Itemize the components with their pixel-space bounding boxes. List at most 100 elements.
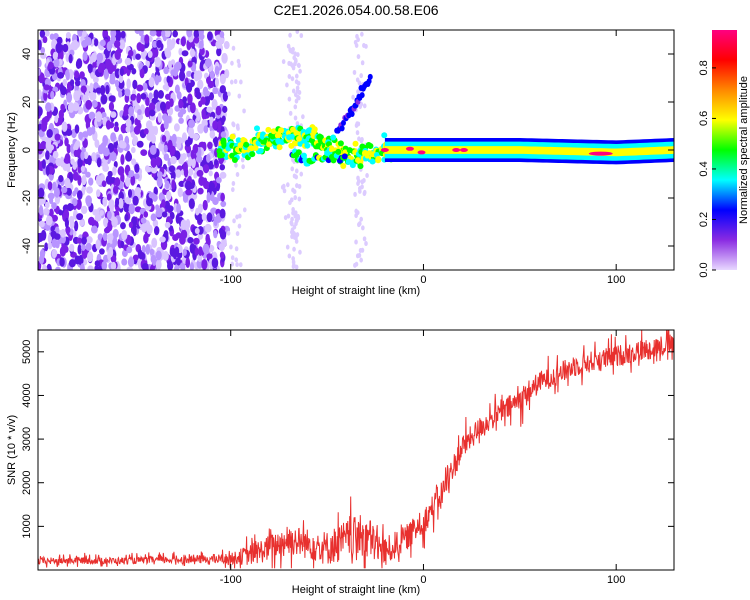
noise-speckle (186, 70, 192, 77)
noise-speckle (91, 225, 98, 234)
spectral-peak (380, 148, 389, 152)
colorbar-tick-label: 0.4 (698, 161, 710, 176)
noise-speckle (82, 94, 88, 102)
noise-speckle (144, 106, 151, 118)
noise-speckle (45, 102, 52, 112)
noise-speckle (112, 236, 118, 248)
noise-speckle (172, 250, 178, 260)
noise-speckle (143, 211, 149, 218)
noise-speckle (60, 228, 66, 238)
noise-speckle (89, 82, 94, 94)
noise-speckle (81, 236, 87, 245)
noise-speckle (128, 49, 134, 57)
spectrogram-xtick-label: 100 (607, 274, 625, 286)
noise-speckle (205, 233, 210, 244)
noise-speckle (149, 248, 155, 256)
noise-speckle (68, 259, 76, 268)
faint-speckle (359, 73, 363, 79)
faint-speckle (289, 197, 294, 203)
noise-speckle (47, 242, 53, 250)
noise-speckle (125, 118, 132, 128)
noise-speckle (47, 181, 53, 191)
noise-speckle (110, 254, 117, 263)
noise-speckle (176, 142, 182, 150)
faint-speckle (226, 230, 231, 236)
carrier-blob (223, 153, 230, 160)
faint-speckle (233, 79, 238, 85)
noise-speckle (90, 52, 97, 63)
faint-speckle (353, 39, 358, 45)
noise-speckle (221, 115, 226, 123)
faint-speckle (362, 236, 367, 242)
noise-speckle (58, 109, 64, 120)
noise-speckle (100, 94, 108, 105)
noise-speckle (64, 137, 69, 147)
noise-speckle (154, 56, 162, 68)
faint-speckle (234, 246, 239, 252)
faint-speckle (293, 115, 298, 121)
faint-speckle (360, 60, 365, 66)
noise-speckle (136, 114, 144, 121)
faint-speckle (282, 188, 287, 194)
noise-speckle (82, 30, 87, 38)
noise-speckle (163, 144, 168, 153)
noise-speckle (184, 180, 192, 191)
noise-speckle (72, 190, 77, 197)
noise-speckle (117, 167, 124, 175)
noise-speckle (100, 84, 106, 96)
carrier-blob (231, 157, 238, 164)
faint-speckle (298, 68, 302, 74)
noise-speckle (132, 254, 139, 261)
noise-speckle (106, 233, 114, 242)
faint-speckle (360, 247, 365, 253)
noise-speckle (156, 176, 163, 188)
noise-speckle (60, 103, 66, 112)
noise-speckle (193, 35, 200, 44)
faint-speckle (234, 162, 238, 168)
snr-ticks: -100 0 100 1000 2000 3000 4000 5000 (21, 330, 674, 586)
snr-ytick-label: 3000 (21, 427, 33, 451)
noise-speckle (206, 106, 214, 113)
faint-speckle (238, 262, 243, 268)
faint-speckle (235, 171, 240, 177)
noise-speckle (128, 106, 135, 117)
noise-speckle (185, 188, 193, 196)
carrier-blob (220, 137, 227, 144)
noise-speckle (145, 120, 153, 130)
noise-speckle (51, 249, 58, 259)
faint-speckle (236, 58, 241, 64)
faint-speckle (230, 255, 235, 261)
colorbar-tick-label: 0.0 (698, 262, 710, 277)
faint-speckle (235, 214, 239, 220)
faint-speckle (362, 189, 367, 195)
noise-speckle (171, 179, 176, 190)
noise-speckle (91, 151, 97, 162)
faint-speckle (295, 30, 300, 34)
noise-speckle (146, 224, 153, 235)
noise-speckle (172, 69, 178, 77)
faint-speckle (354, 213, 358, 219)
noise-speckle (175, 232, 182, 239)
noise-speckle (196, 258, 204, 269)
faint-speckle (297, 183, 302, 189)
snr-xlabel: Height of straight line (km) (292, 584, 420, 596)
noise-speckle (101, 260, 108, 270)
noise-speckle (93, 38, 99, 47)
faint-speckle (360, 31, 364, 37)
noise-speckle (220, 200, 227, 208)
noise-speckle (92, 76, 99, 84)
noise-speckle (155, 156, 161, 167)
branch-blob (367, 73, 373, 80)
faint-speckle (357, 80, 362, 86)
noise-speckle (213, 136, 219, 148)
faint-speckle (286, 43, 291, 49)
carrier-blob (269, 133, 276, 140)
faint-speckle (299, 33, 304, 39)
noise-speckle (38, 159, 42, 170)
noise-speckle (59, 257, 65, 267)
noise-speckle (80, 165, 85, 173)
faint-speckle (287, 60, 291, 66)
faint-speckle (294, 98, 299, 104)
noise-speckle (102, 147, 110, 157)
faint-speckle (293, 61, 297, 67)
